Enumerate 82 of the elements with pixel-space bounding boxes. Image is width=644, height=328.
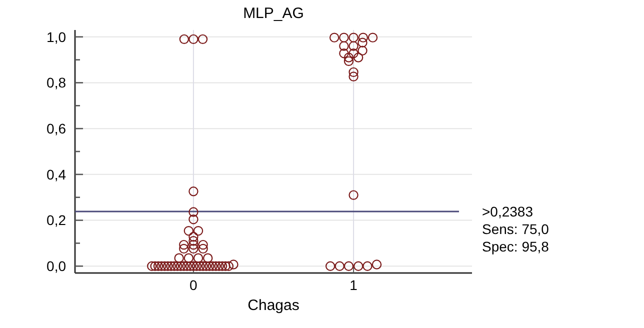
point [160, 261, 170, 271]
point [208, 261, 218, 271]
point [195, 261, 205, 271]
point [348, 32, 358, 42]
chart-title: MLP_AG [243, 5, 304, 22]
point [188, 207, 198, 217]
point [368, 32, 378, 42]
point [339, 48, 349, 58]
point [146, 261, 157, 271]
point [339, 41, 349, 51]
point [211, 261, 221, 271]
point [348, 48, 358, 58]
point [217, 261, 228, 271]
point [188, 261, 198, 271]
x-tick-label: 1 [350, 277, 358, 293]
point [179, 261, 189, 271]
point [325, 261, 336, 271]
point [172, 261, 182, 271]
point [348, 72, 358, 82]
point [156, 261, 166, 271]
point [220, 261, 230, 271]
point [185, 261, 196, 271]
point [198, 34, 208, 44]
point [179, 240, 189, 250]
point [153, 261, 164, 271]
y-tick-label: 0,4 [46, 166, 66, 182]
point [169, 261, 180, 271]
point [344, 52, 354, 62]
point [344, 56, 354, 66]
point [188, 236, 198, 246]
text: Sens: 75,0 [482, 220, 550, 237]
point [224, 261, 234, 271]
point [179, 34, 190, 44]
point [166, 261, 176, 271]
y-tick-label: 0,6 [46, 120, 66, 136]
x-axis-title: Chagas [248, 297, 300, 314]
x-tick-label: 0 [190, 277, 198, 293]
point [201, 261, 212, 271]
point [329, 32, 340, 42]
y-tick-label: 0,2 [46, 212, 66, 228]
point [362, 261, 372, 271]
point [188, 240, 198, 250]
point [188, 232, 198, 242]
text: Spec: 95,8 [482, 238, 550, 254]
point [353, 261, 364, 271]
point [182, 261, 192, 271]
point [198, 244, 208, 254]
point [353, 52, 364, 62]
point [344, 261, 354, 271]
point [348, 41, 358, 51]
point [228, 260, 238, 270]
point [184, 226, 194, 236]
point [348, 190, 358, 200]
point [174, 253, 184, 263]
ref-line-label: >0,2383 [482, 203, 534, 220]
point [334, 261, 344, 271]
point [188, 244, 198, 254]
point [179, 244, 189, 254]
point [184, 253, 194, 263]
point [372, 260, 382, 270]
point [358, 46, 368, 56]
y-tick-label: 0,8 [46, 74, 66, 91]
point [214, 261, 224, 271]
point [203, 253, 213, 263]
point [188, 34, 198, 44]
point [358, 32, 368, 42]
point [188, 186, 198, 196]
y-tick-label: 1,0 [46, 28, 66, 45]
point [193, 253, 204, 263]
point [176, 261, 186, 271]
point [193, 226, 204, 236]
y-tick-label: 0,0 [46, 258, 66, 274]
point [348, 67, 358, 78]
point [204, 261, 214, 271]
point [358, 38, 368, 48]
point [198, 261, 208, 271]
point [162, 261, 173, 271]
point [198, 240, 208, 250]
point [150, 261, 160, 271]
point [339, 32, 349, 42]
point [192, 261, 202, 271]
point [188, 214, 198, 224]
